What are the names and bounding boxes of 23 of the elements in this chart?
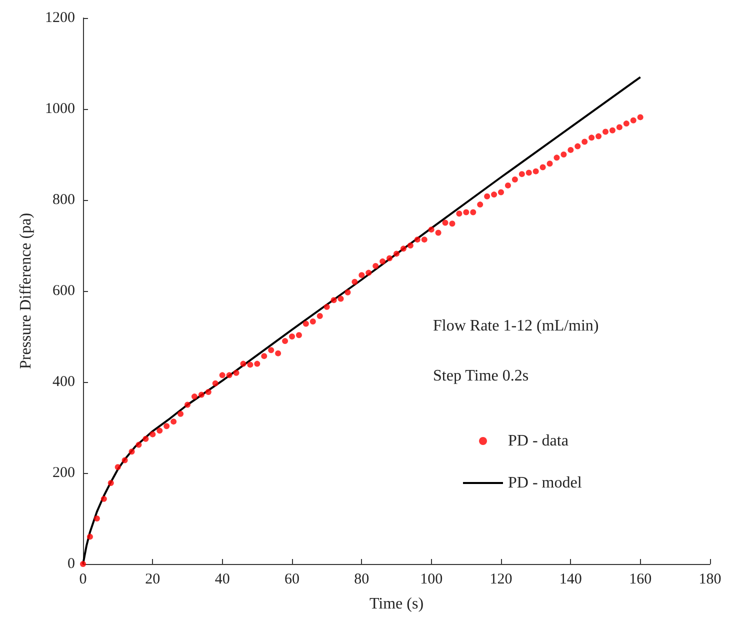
x-tick-label: 100 [420, 572, 443, 588]
y-tick-label: 200 [52, 465, 75, 481]
x-tick-label: 0 [79, 572, 87, 588]
y-tick-label: 600 [52, 283, 75, 299]
legend-label: PD - model [508, 474, 582, 492]
y-tick-label: 800 [52, 192, 75, 208]
x-tick-label: 160 [629, 572, 652, 588]
x-tick-label: 140 [559, 572, 582, 588]
x-tick-label: 120 [490, 572, 512, 588]
x-tick-label: 180 [698, 572, 722, 588]
x-tick-label: 40 [214, 572, 230, 588]
x-axis-title: Time (s) [369, 596, 424, 612]
x-tick-label: 80 [354, 572, 370, 588]
y-axis-title: Pressure Difference (pa) [18, 212, 35, 370]
y-tick-label: 1000 [45, 101, 75, 117]
x-tick-label: 60 [284, 572, 300, 588]
annotation: Flow Rate 1-12 (mL/min) [433, 318, 599, 334]
annotation: Step Time 0.2s [433, 368, 529, 384]
y-tick-label: 0 [68, 556, 75, 572]
x-tick-label: 20 [145, 572, 160, 588]
legend-label: PD - data [508, 432, 568, 450]
y-tick-label: 1200 [45, 10, 75, 26]
y-tick-label: 400 [52, 374, 75, 390]
